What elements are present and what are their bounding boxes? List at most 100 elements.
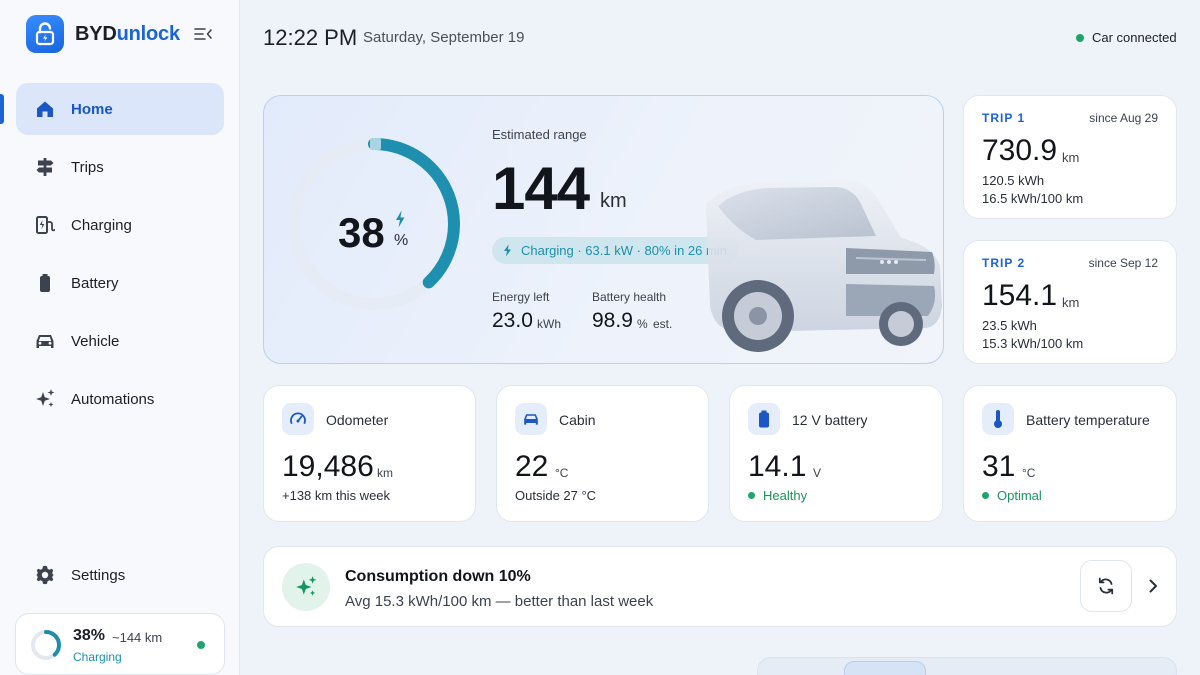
status-label: Optimal: [997, 488, 1042, 503]
sidebar-item-vehicle[interactable]: Vehicle: [16, 315, 224, 367]
cabin-temp-value: 22: [515, 450, 549, 483]
battery-temperature-card[interactable]: Battery temperature 31 °C Optimal: [963, 385, 1177, 522]
car-icon: [34, 330, 56, 352]
sparkle-icon: [282, 563, 330, 611]
chevron-right-icon[interactable]: [1144, 577, 1162, 595]
refresh-icon: [1098, 577, 1114, 595]
charge-percent: 38: [338, 209, 385, 256]
trip-since: since Sep 12: [1088, 256, 1158, 270]
bottom-tab-active[interactable]: [844, 661, 926, 675]
insight-title: Consumption down 10%: [345, 568, 531, 585]
cabin-card[interactable]: Cabin 22 °C Outside 27 °C: [496, 385, 709, 522]
status-dot: [982, 492, 989, 499]
status-dot: [748, 492, 755, 499]
charging-station-icon: [34, 214, 56, 236]
card-title: Cabin: [559, 412, 596, 428]
thermometer-icon: [982, 403, 1014, 435]
range-unit: km: [600, 190, 627, 212]
battery-temp-value: 31: [982, 450, 1016, 483]
vehicle-image: [706, 180, 942, 352]
odometer-card[interactable]: Odometer 19,486 km +138 km this week: [263, 385, 476, 522]
brand-name-part2: unlock: [116, 22, 180, 45]
energy-left-label: Energy left: [492, 290, 550, 304]
sidebar-item-label: Charging: [71, 216, 132, 234]
card-title: 12 V battery: [792, 412, 868, 428]
battery-temp-unit: °C: [1022, 466, 1036, 480]
insight-card[interactable]: Consumption down 10% Avg 15.3 kWh/100 km…: [263, 546, 1177, 627]
speedometer-icon: [282, 403, 314, 435]
mini-charge-status: Charging: [73, 650, 122, 664]
brand[interactable]: BYDunlock: [26, 15, 180, 53]
sidebar-item-home[interactable]: Home: [16, 83, 224, 135]
cabin-temp-unit: °C: [555, 466, 569, 480]
sidebar-item-label: Home: [71, 100, 113, 118]
bottom-tab-bar: [757, 657, 1177, 675]
signpost-icon: [34, 156, 56, 178]
connection-label: Car connected: [1092, 30, 1177, 45]
battery-icon: [34, 272, 56, 294]
charge-status-card[interactable]: 38% ~144 km Charging: [15, 613, 225, 675]
sidebar-item-battery[interactable]: Battery: [16, 257, 224, 309]
battery-health-unit: %: [637, 317, 648, 331]
12v-battery-value: 14.1: [748, 450, 807, 483]
unlock-logo-icon: [26, 15, 64, 53]
gear-icon: [34, 564, 56, 586]
energy-left-value: 23.0: [492, 309, 533, 332]
trip-energy: 23.5 kWh: [982, 318, 1037, 333]
12v-battery-status: Healthy: [748, 488, 807, 503]
trip-since: since Aug 29: [1089, 111, 1158, 125]
refresh-button[interactable]: [1080, 560, 1132, 612]
trip-card-2[interactable]: TRIP 2 since Sep 12 154.1 km 23.5 kWh 15…: [963, 240, 1177, 364]
trip-card-1[interactable]: TRIP 1 since Aug 29 730.9 km 120.5 kWh 1…: [963, 95, 1177, 219]
battery-health-note: est.: [653, 317, 673, 331]
odometer-value: 19,486: [282, 450, 374, 483]
trip-label: TRIP 1: [982, 111, 1026, 125]
trip-distance: 154.1: [982, 279, 1058, 312]
battery-health-label: Battery health: [592, 290, 667, 304]
battery-health-value: 98.9: [592, 309, 633, 332]
battery-icon: [748, 403, 780, 435]
trip-distance-unit: km: [1062, 295, 1080, 310]
sidebar-item-label: Automations: [71, 390, 155, 408]
car-icon: [515, 403, 547, 435]
connection-dot: [1076, 33, 1084, 42]
card-title: Odometer: [326, 412, 389, 428]
insight-subtitle: Avg 15.3 kWh/100 km — better than last w…: [345, 593, 654, 610]
odometer-unit: km: [377, 466, 393, 480]
battery-temp-status: Optimal: [982, 488, 1042, 503]
bolt-icon: [504, 244, 511, 257]
12v-battery-unit: V: [813, 466, 822, 480]
trip-label: TRIP 2: [982, 256, 1026, 270]
charge-gauge: [288, 138, 460, 310]
bolt-icon: [396, 210, 405, 228]
trip-efficiency: 15.3 kWh/100 km: [982, 336, 1084, 351]
sparkle-icon: [34, 388, 56, 410]
status-label: Healthy: [763, 488, 808, 503]
range-value: 144: [492, 155, 590, 222]
outside-temp: Outside 27 °C: [515, 488, 597, 503]
mini-range: ~144 km: [112, 630, 163, 645]
sidebar-item-label: Vehicle: [71, 332, 120, 350]
active-indicator: [0, 94, 4, 124]
12v-battery-card[interactable]: 12 V battery 14.1 V Healthy: [729, 385, 943, 522]
brand-name-part1: BYD: [75, 22, 117, 45]
trip-distance: 730.9: [982, 134, 1058, 167]
sidebar-item-charging[interactable]: Charging: [16, 199, 224, 251]
hero-card[interactable]: 38 % Estimated range 144 km Charging · 6…: [263, 95, 944, 364]
card-title: Battery temperature: [1026, 412, 1150, 428]
charging-status-pill: Charging · 63.1 kW · 80% in 26 min: [492, 237, 739, 264]
charge-percent-unit: %: [394, 232, 409, 249]
sidebar-item-settings[interactable]: Settings: [16, 549, 224, 601]
sidebar-item-automations[interactable]: Automations: [16, 373, 224, 425]
current-time: 12:22 PM: [263, 25, 358, 50]
trip-distance-unit: km: [1062, 150, 1080, 165]
sidebar-item-label: Trips: [71, 158, 104, 176]
mini-charge-percent: 38%: [73, 627, 106, 644]
charging-status-text: Charging · 63.1 kW · 80% in 26 min: [521, 243, 727, 258]
sidebar-item-trips[interactable]: Trips: [16, 141, 224, 193]
collapse-sidebar-icon[interactable]: [193, 25, 213, 43]
connection-status: Car connected: [1076, 30, 1177, 45]
status-dot: [197, 641, 205, 649]
sidebar-item-label: Battery: [71, 274, 119, 292]
energy-left-unit: kWh: [537, 317, 561, 331]
